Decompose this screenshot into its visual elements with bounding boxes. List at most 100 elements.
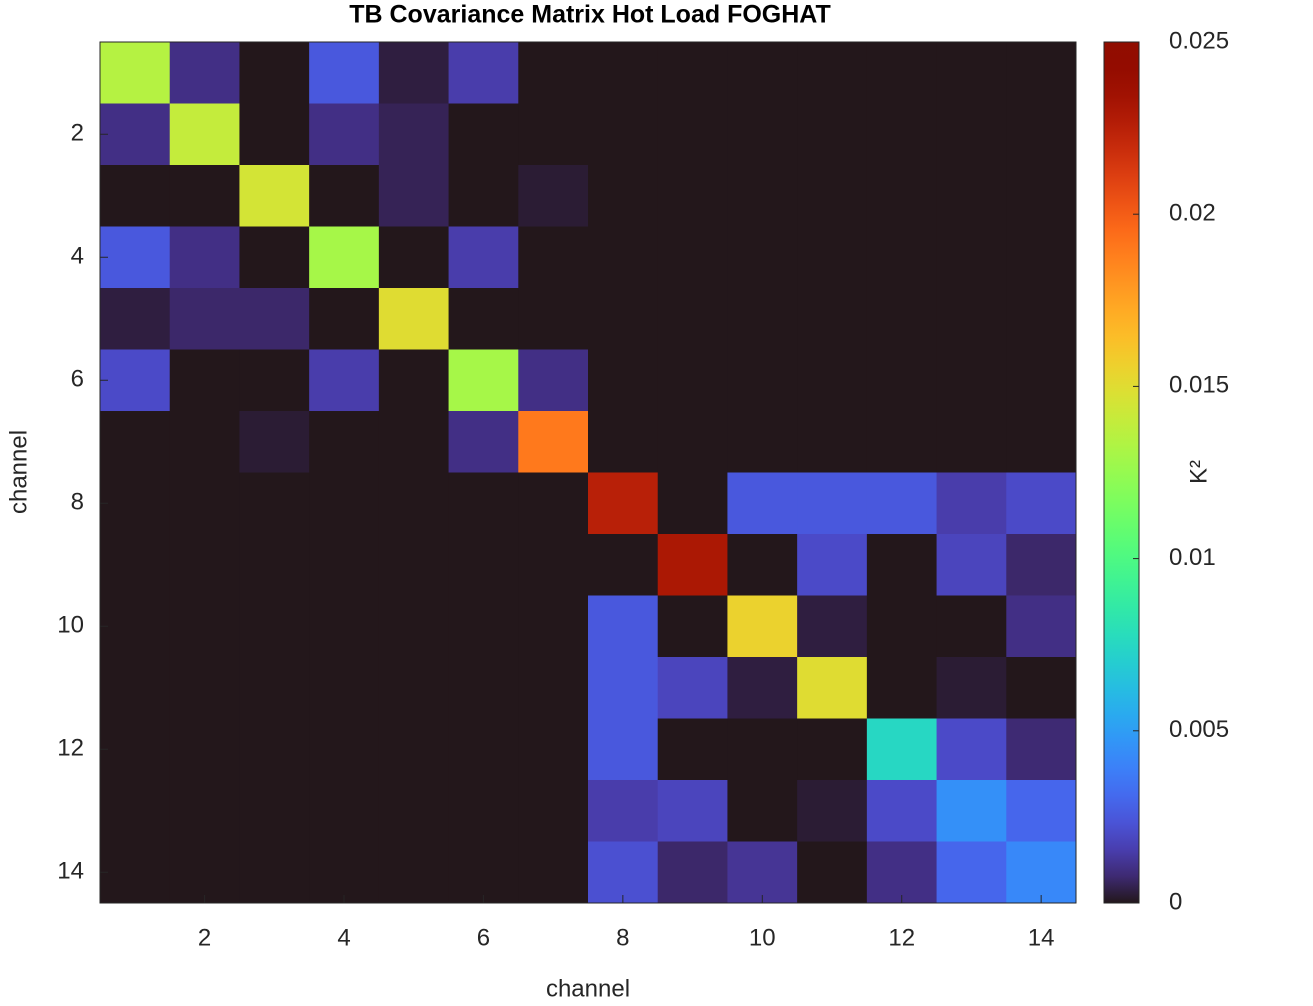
heatmap-cell [866, 534, 938, 596]
heatmap-cell [239, 595, 310, 658]
heatmap-cell [866, 165, 938, 227]
heatmap-cell [936, 780, 1007, 842]
heatmap-cell [448, 472, 519, 535]
heatmap-cell [797, 42, 868, 104]
colorbar-tick-label: 0.005 [1169, 716, 1229, 743]
heatmap-cell [588, 411, 659, 473]
heatmap-cell [1006, 103, 1077, 166]
heatmap-cell [866, 103, 938, 166]
heatmap-cell [797, 165, 868, 227]
heatmap-cell [866, 595, 938, 658]
heatmap-cell [378, 472, 450, 535]
heatmap-cell [378, 411, 450, 473]
x-tick-label: 6 [477, 924, 490, 951]
heatmap-cell [657, 657, 728, 719]
heatmap-cell [518, 718, 589, 781]
heatmap-cell [866, 657, 938, 719]
heatmap-cell [448, 780, 519, 842]
heatmap-cell [100, 780, 171, 842]
heatmap-cell [727, 841, 798, 904]
heatmap-cell [866, 226, 938, 289]
heatmap-cell [588, 103, 659, 166]
heatmap-cell [518, 42, 589, 104]
heatmap-cell [1006, 165, 1077, 227]
x-tick-label: 4 [337, 924, 350, 951]
heatmap-cell [169, 165, 240, 227]
heatmap-cell [936, 226, 1007, 289]
x-tick-label: 8 [616, 924, 629, 951]
heatmap-cell [657, 226, 728, 289]
heatmap-cell [936, 718, 1007, 781]
heatmap-cell [797, 595, 868, 658]
x-tick-label: 2 [198, 924, 211, 951]
heatmap-cell [169, 841, 240, 904]
heatmap-cell [378, 657, 450, 719]
heatmap-cell [936, 411, 1007, 473]
heatmap-cell [727, 534, 798, 596]
y-tick-label: 6 [71, 366, 84, 393]
heatmap-cell [657, 780, 728, 842]
heatmap-cell [239, 841, 310, 904]
heatmap-cell [657, 472, 728, 535]
x-tick-label: 14 [1028, 924, 1055, 951]
heatmap-cell [100, 288, 171, 350]
x-tick-label: 12 [888, 924, 915, 951]
colorbar-tick-label: 0 [1169, 888, 1182, 915]
heatmap-cell [1006, 534, 1077, 596]
heatmap-cell [588, 780, 659, 842]
heatmap-cell [378, 288, 450, 350]
heatmap-cell [936, 103, 1007, 166]
colorbar-label: K² [1185, 460, 1212, 484]
heatmap-cell [936, 42, 1007, 104]
heatmap-cell [169, 718, 240, 781]
heatmap-cell [936, 288, 1007, 350]
heatmap-cell [169, 472, 240, 535]
heatmap-cell [657, 103, 728, 166]
heatmap-cell [378, 595, 450, 658]
chart-title: TB Covariance Matrix Hot Load FOGHAT [349, 1, 831, 29]
heatmap-cell [657, 718, 728, 781]
heatmap-cell [797, 288, 868, 350]
heatmap-cell [727, 657, 798, 719]
heatmap-cell [657, 595, 728, 658]
heatmap-cell [448, 349, 519, 412]
heatmap-cell [797, 534, 868, 596]
heatmap-cell [518, 165, 589, 227]
heatmap-cell [239, 103, 310, 166]
heatmap-cell [727, 288, 798, 350]
heatmap-cell [797, 103, 868, 166]
heatmap-cell [936, 657, 1007, 719]
heatmap-cell [309, 657, 380, 719]
heatmap-cell [169, 534, 240, 596]
heatmap-cell [657, 349, 728, 412]
heatmap-cell [727, 165, 798, 227]
heatmap-cell [448, 411, 519, 473]
heatmap-cell [518, 226, 589, 289]
heatmap-cell [866, 841, 938, 904]
heatmap-cell [169, 411, 240, 473]
colorbar-tick-label: 0.01 [1169, 544, 1216, 571]
heatmap-cell [588, 534, 659, 596]
heatmap-cell [936, 841, 1007, 904]
heatmap-cell [727, 595, 798, 658]
heatmap-cell [727, 718, 798, 781]
colorbar [1103, 41, 1140, 904]
heatmap-cell [378, 165, 450, 227]
heatmap-cell [518, 780, 589, 842]
heatmap-cell [448, 226, 519, 289]
heatmap-cell [239, 472, 310, 535]
heatmap-cell [936, 165, 1007, 227]
heatmap-cell [169, 42, 240, 104]
heatmap-cell [518, 841, 589, 904]
heatmap-cell [1006, 657, 1077, 719]
heatmap-cell [657, 42, 728, 104]
heatmap-cell [448, 657, 519, 719]
heatmap-cell [866, 780, 938, 842]
colorbar-tick-label: 0.02 [1169, 200, 1216, 227]
heatmap-cell [866, 42, 938, 104]
heatmap-cell [657, 165, 728, 227]
y-axis-label: channel [5, 430, 32, 514]
heatmap-cell [588, 595, 659, 658]
heatmap-cell [866, 349, 938, 412]
